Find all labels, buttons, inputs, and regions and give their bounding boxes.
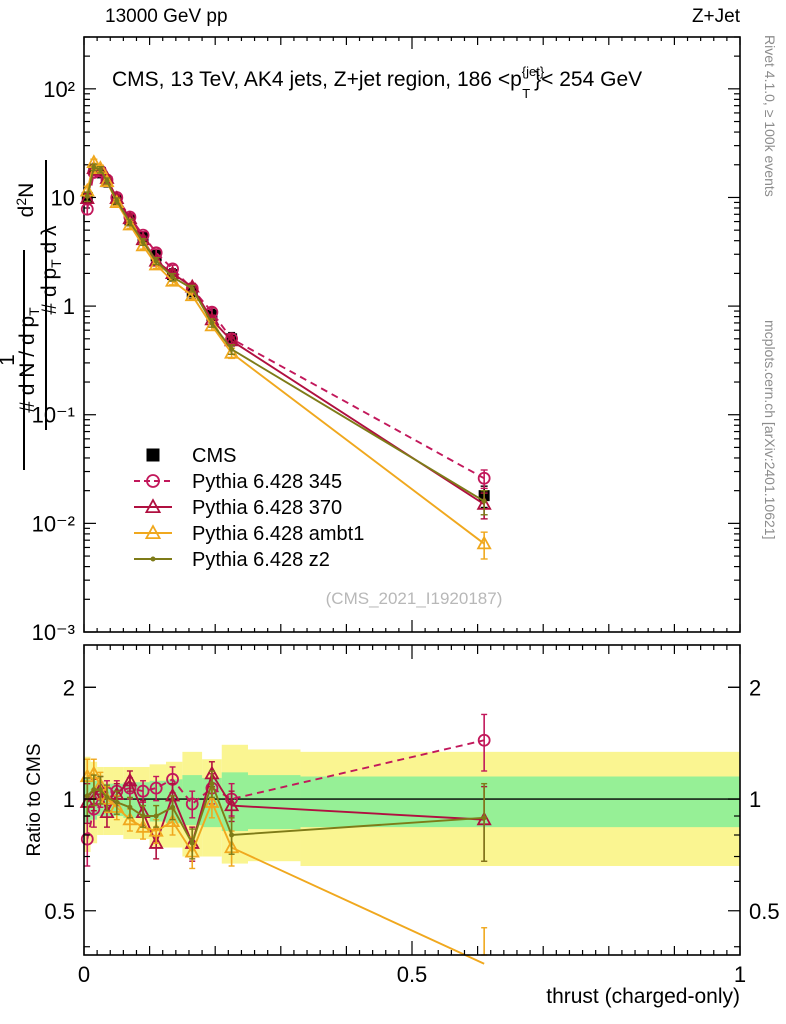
main-datapoint-marker (204, 317, 220, 332)
main-ytick-label: 10⁻² (32, 511, 75, 536)
main-series-1 (80, 164, 491, 490)
ratio-datapoint-marker (149, 781, 163, 795)
header-beam-label: 13000 GeV pp (105, 6, 228, 27)
legend-label: CMS (192, 445, 236, 467)
svg-text:# d pT d λ: # d pT d λ (38, 225, 64, 315)
main-datapoint-marker (104, 178, 110, 184)
legend-marker-triangle (144, 498, 162, 513)
svg-text:# d N / d pT: # d N / d pT (16, 307, 42, 413)
ratio-ytick-label: 0.5 (44, 899, 75, 924)
xtick-label: 0.5 (397, 962, 428, 987)
ratio-datapoint-marker (91, 787, 97, 793)
ratio-uncertainty-bands (84, 744, 740, 867)
ratio-datapoint-marker (148, 822, 164, 837)
ratio-datapoint-marker (104, 794, 110, 800)
ratio-ytick-label: 2 (63, 675, 75, 700)
legend-marker-dot (150, 556, 156, 562)
legend-label: Pythia 6.428 ambt1 (192, 523, 364, 545)
main-datapoint-marker (140, 239, 146, 245)
ratio-ytick-label-right: 2 (749, 675, 761, 700)
legend-label: Pythia 6.428 z2 (192, 549, 330, 571)
ratio-datapoint-marker (229, 832, 235, 838)
main-datapoint-marker (229, 346, 235, 352)
main-datapoint-marker (477, 471, 491, 485)
ratio-datapoint-marker (185, 797, 199, 811)
ratio-band-inner (248, 775, 301, 830)
ratio-datapoint-marker (209, 781, 215, 787)
ratio-datapoint-marker (136, 784, 150, 798)
ratio-datapoint-marker (170, 804, 176, 810)
main-datapoint-marker (189, 286, 195, 292)
main-plot-title: CMS, 13 TeV, AK4 jets, Z+jet region, 186… (112, 64, 642, 101)
main-datapoint-marker (153, 258, 159, 264)
main-ytick-label: 10⁻³ (32, 620, 75, 645)
ratio-datapoint-marker (481, 815, 487, 821)
legend-marker-circle (146, 474, 160, 488)
ratio-datapoint-marker (122, 811, 138, 826)
dataset-watermark: (CMS_2021_I1920187) (326, 589, 503, 608)
ratio-datapoint-marker (140, 813, 146, 819)
ratio-ytick-label: 1 (63, 787, 75, 812)
main-series-0 (81, 164, 490, 509)
main-datapoint-marker (170, 274, 176, 280)
ratio-datapoint-marker (80, 832, 94, 846)
ratio-datapoint-marker (135, 818, 151, 833)
main-ylabel: # d N / d pT 1 # d pT d λ d2N (0, 0, 84, 640)
ratio-datapoint-marker (122, 772, 138, 787)
legend-marker-square (146, 448, 160, 462)
ratio-datapoint-marker (84, 793, 90, 799)
main-datapoint-marker (109, 194, 125, 209)
svg-text:d2N: d2N (13, 183, 38, 218)
main-series-2 (79, 160, 492, 520)
ratio-ylabel: Ratio to CMS (24, 744, 45, 857)
ratio-datapoint-marker (164, 813, 181, 828)
xaxis-label: thrust (charged-only) (546, 985, 740, 1008)
ratio-ytick-label-right: 0.5 (749, 899, 780, 924)
main-datapoint-marker (114, 198, 120, 204)
ratio-datapoint-marker (189, 840, 195, 846)
main-datapoint-marker (91, 164, 97, 170)
main-datapoint-marker (84, 194, 90, 200)
main-ytick-label: 10 (51, 185, 75, 210)
ratio-datapoint-marker (114, 799, 120, 805)
main-plot-frame (83, 36, 741, 633)
main-datapoint-marker (476, 535, 492, 550)
ratio-datapoint-marker (127, 804, 133, 810)
main-ytick-label: 10⁻¹ (32, 403, 75, 428)
main-datapoint-marker (209, 320, 215, 326)
legend-label: Pythia 6.428 345 (192, 471, 342, 493)
main-datapoint-marker (122, 216, 138, 231)
ratio-datapoint-marker (477, 733, 491, 747)
ratio-datapoint-marker (97, 787, 103, 793)
ratio-datapoint-marker (148, 835, 164, 849)
ratio-datapoint-marker (153, 813, 159, 819)
xtick-label: 1 (734, 962, 746, 987)
svg-text:1: 1 (0, 354, 19, 366)
legend-marker-triangle (144, 524, 162, 539)
main-ytick-label: 1 (63, 294, 75, 319)
ratio-plot-panel: 2 1 0.5 2 1 0.5 Ratio to CMS 0 0.5 1 (0, 640, 786, 1024)
main-datapoint-marker (127, 219, 133, 225)
ratio-datapoint-marker (204, 794, 220, 808)
xtick-label: 0 (78, 962, 90, 987)
ratio-datapoint-marker (224, 797, 240, 812)
legend-label: Pythia 6.428 370 (192, 497, 342, 519)
ratio-band-inner (300, 776, 740, 828)
main-datapoint-marker (99, 173, 115, 188)
header-process-label: Z+Jet (691, 6, 740, 27)
ratio-ytick-label-right: 1 (749, 787, 761, 812)
main-series-4 (83, 163, 488, 516)
main-series-line (86, 170, 485, 480)
main-datapoint-marker (79, 190, 95, 204)
legend: CMS Pythia 6.428 345 Pythia 6.428 370 Pythi… (134, 445, 364, 571)
main-ytick-label: 10² (43, 77, 75, 102)
ratio-series-3 (84, 770, 488, 862)
main-datapoint-marker (481, 498, 487, 504)
ylabel-den-part1: # d N / d p (16, 316, 39, 413)
main-datapoint-marker (97, 167, 103, 173)
main-plot-panel: 10² 10 1 10⁻¹ 10⁻² 10⁻³ CMS, 13 TeV, AK4 jets,… (32, 36, 741, 645)
